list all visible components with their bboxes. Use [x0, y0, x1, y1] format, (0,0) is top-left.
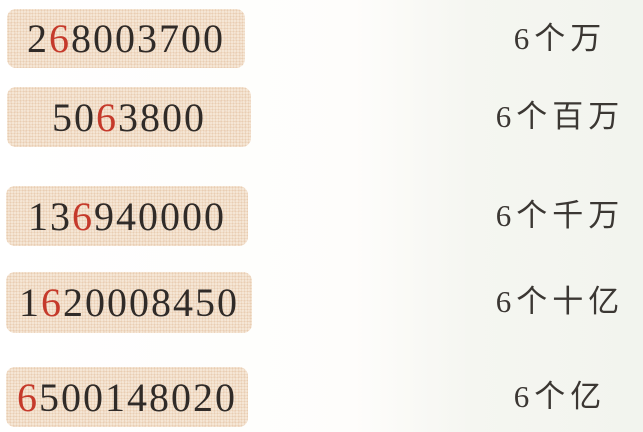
number-suffix: 8003700 — [71, 16, 225, 61]
number-card[interactable]: 6 500148020 — [6, 367, 248, 427]
highlighted-digit: 6 — [72, 193, 94, 239]
number-suffix: 3800 — [118, 94, 206, 140]
highlighted-digit: 6 — [41, 280, 63, 325]
number-card[interactable]: 50 6 3800 — [7, 87, 251, 147]
place-value-label[interactable]: 6个十亿 — [495, 284, 625, 319]
place-value-label[interactable]: 6个万 — [513, 21, 607, 56]
number-prefix: 2 — [27, 16, 49, 61]
place-value-label[interactable]: 6个千万 — [495, 198, 625, 233]
number-prefix: 50 — [52, 94, 96, 140]
place-value-label[interactable]: 6个亿 — [513, 379, 607, 414]
number-prefix: 1 — [19, 280, 41, 325]
number-suffix: 940000 — [94, 193, 226, 239]
number-prefix: 13 — [28, 193, 72, 239]
number-suffix: 500148020 — [39, 374, 237, 420]
highlighted-digit: 6 — [49, 16, 71, 61]
number-card[interactable]: 13 6 940000 — [6, 186, 248, 246]
highlighted-digit: 6 — [96, 94, 118, 140]
number-suffix: 20008450 — [63, 280, 239, 325]
place-value-label[interactable]: 6个百万 — [495, 99, 625, 134]
number-card[interactable]: 2 6 8003700 — [7, 9, 245, 68]
number-card[interactable]: 1 6 20008450 — [6, 272, 252, 333]
highlighted-digit: 6 — [17, 374, 39, 420]
